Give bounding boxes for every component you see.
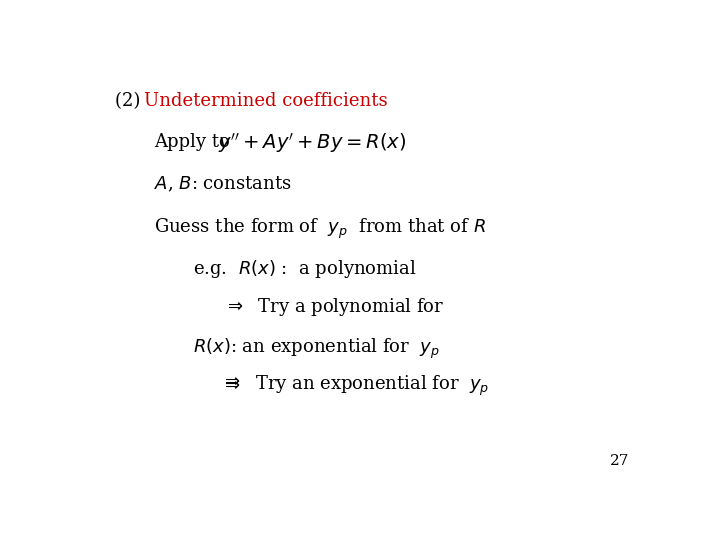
Text: Apply to: Apply to	[154, 133, 230, 151]
Text: $R(x)$: an exponential for  $y_p$: $R(x)$: an exponential for $y_p$	[193, 337, 440, 361]
Text: $y'' + Ay' + By = R(x)$: $y'' + Ay' + By = R(x)$	[218, 131, 407, 156]
Text: Guess the form of  $y_p$  from that of $R$: Guess the form of $y_p$ from that of $R$	[154, 217, 486, 241]
Text: e.g.  $R(x)$ :  a polynomial: e.g. $R(x)$ : a polynomial	[193, 258, 417, 280]
Text: (2): (2)	[115, 92, 146, 110]
Text: $\Rightarrow$: $\Rightarrow$	[221, 371, 240, 389]
Text: $\Rightarrow$  Try a polynomial for: $\Rightarrow$ Try a polynomial for	[224, 295, 444, 318]
Text: 27: 27	[611, 454, 630, 468]
Text: Try an exponential for  $y_p$: Try an exponential for $y_p$	[255, 373, 489, 397]
Text: $\Rightarrow$: $\Rightarrow$	[221, 375, 240, 394]
Text: $A$, $B$: constants: $A$, $B$: constants	[154, 175, 292, 194]
Text: Undetermined coefficients: Undetermined coefficients	[144, 92, 388, 110]
